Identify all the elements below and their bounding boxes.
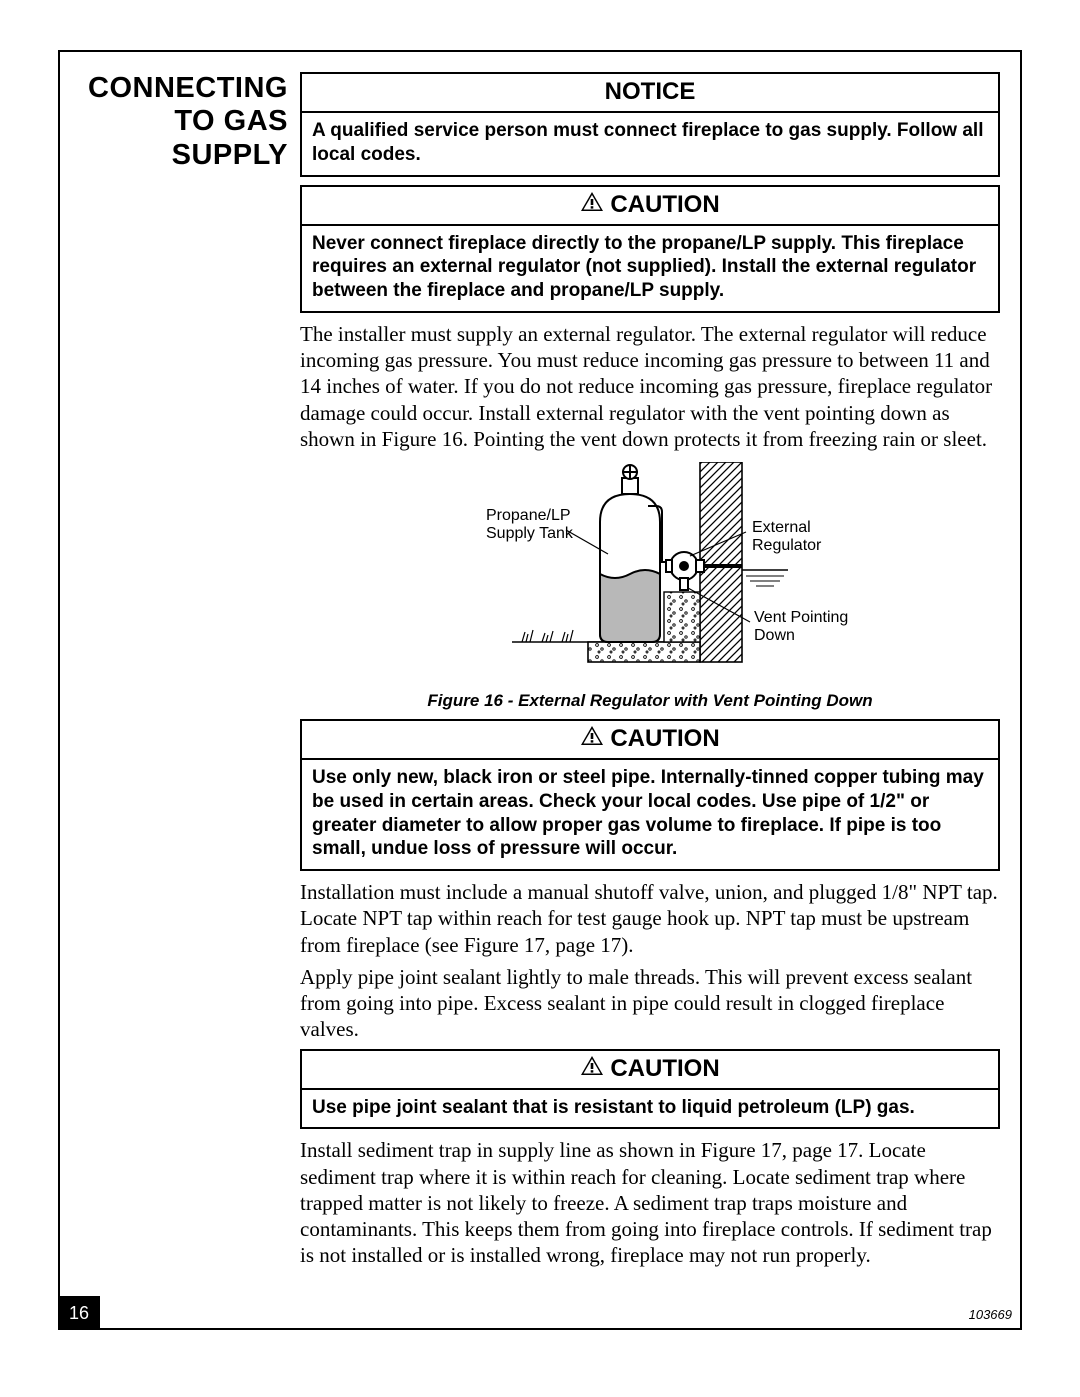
notice-box: NOTICE A qualified service person must c… xyxy=(300,72,1000,177)
warning-icon xyxy=(580,725,604,753)
caution-header-3: CAUTION xyxy=(302,1051,998,1090)
fig-label-vent-2: Down xyxy=(754,627,795,644)
caution-body-1: Never connect fireplace directly to the … xyxy=(302,226,998,311)
fig-label-reg-1: External xyxy=(752,519,811,536)
caution-header-2: CAUTION xyxy=(302,721,998,760)
caution-body-2: Use only new, black iron or steel pipe. … xyxy=(302,760,998,869)
notice-body: A qualified service person must connect … xyxy=(302,113,998,175)
fig-label-tank-2: Supply Tank xyxy=(486,525,574,542)
page-number: 16 xyxy=(58,1296,100,1330)
caution-header-1: CAUTION xyxy=(302,187,998,226)
figure-16: Propane/LP Supply Tank External Regulato… xyxy=(300,462,1000,687)
section-title: CONNECTING TO GAS SUPPLY xyxy=(78,72,288,172)
document-id: 103669 xyxy=(969,1307,1012,1322)
caution-box-2: CAUTION Use only new, black iron or stee… xyxy=(300,719,1000,871)
fig-label-vent-1: Vent Pointing xyxy=(754,609,848,626)
fig-label-reg-2: Regulator xyxy=(752,537,822,554)
warning-icon xyxy=(580,191,604,219)
fig-label-tank-1: Propane/LP xyxy=(486,507,571,524)
content-column: NOTICE A qualified service person must c… xyxy=(300,72,1000,1275)
figure-caption: Figure 16 - External Regulator with Vent… xyxy=(300,691,1000,711)
notice-header: NOTICE xyxy=(302,74,998,113)
caution-body-3: Use pipe joint sealant that is resistant… xyxy=(302,1090,998,1128)
caution-box-1: CAUTION Never connect fireplace directly… xyxy=(300,185,1000,313)
caution-box-3: CAUTION Use pipe joint sealant that is r… xyxy=(300,1049,1000,1130)
paragraph-4: Install sediment trap in supply line as … xyxy=(300,1137,1000,1268)
warning-icon xyxy=(580,1055,604,1083)
page-frame: CONNECTING TO GAS SUPPLY NOTICE A qualif… xyxy=(58,50,1022,1330)
caution-label-2: CAUTION xyxy=(610,725,719,753)
paragraph-2: Installation must include a manual shuto… xyxy=(300,879,1000,958)
caution-label-3: CAUTION xyxy=(610,1055,719,1083)
caution-label-1: CAUTION xyxy=(610,191,719,219)
paragraph-3: Apply pipe joint sealant lightly to male… xyxy=(300,964,1000,1043)
paragraph-1: The installer must supply an external re… xyxy=(300,321,1000,452)
